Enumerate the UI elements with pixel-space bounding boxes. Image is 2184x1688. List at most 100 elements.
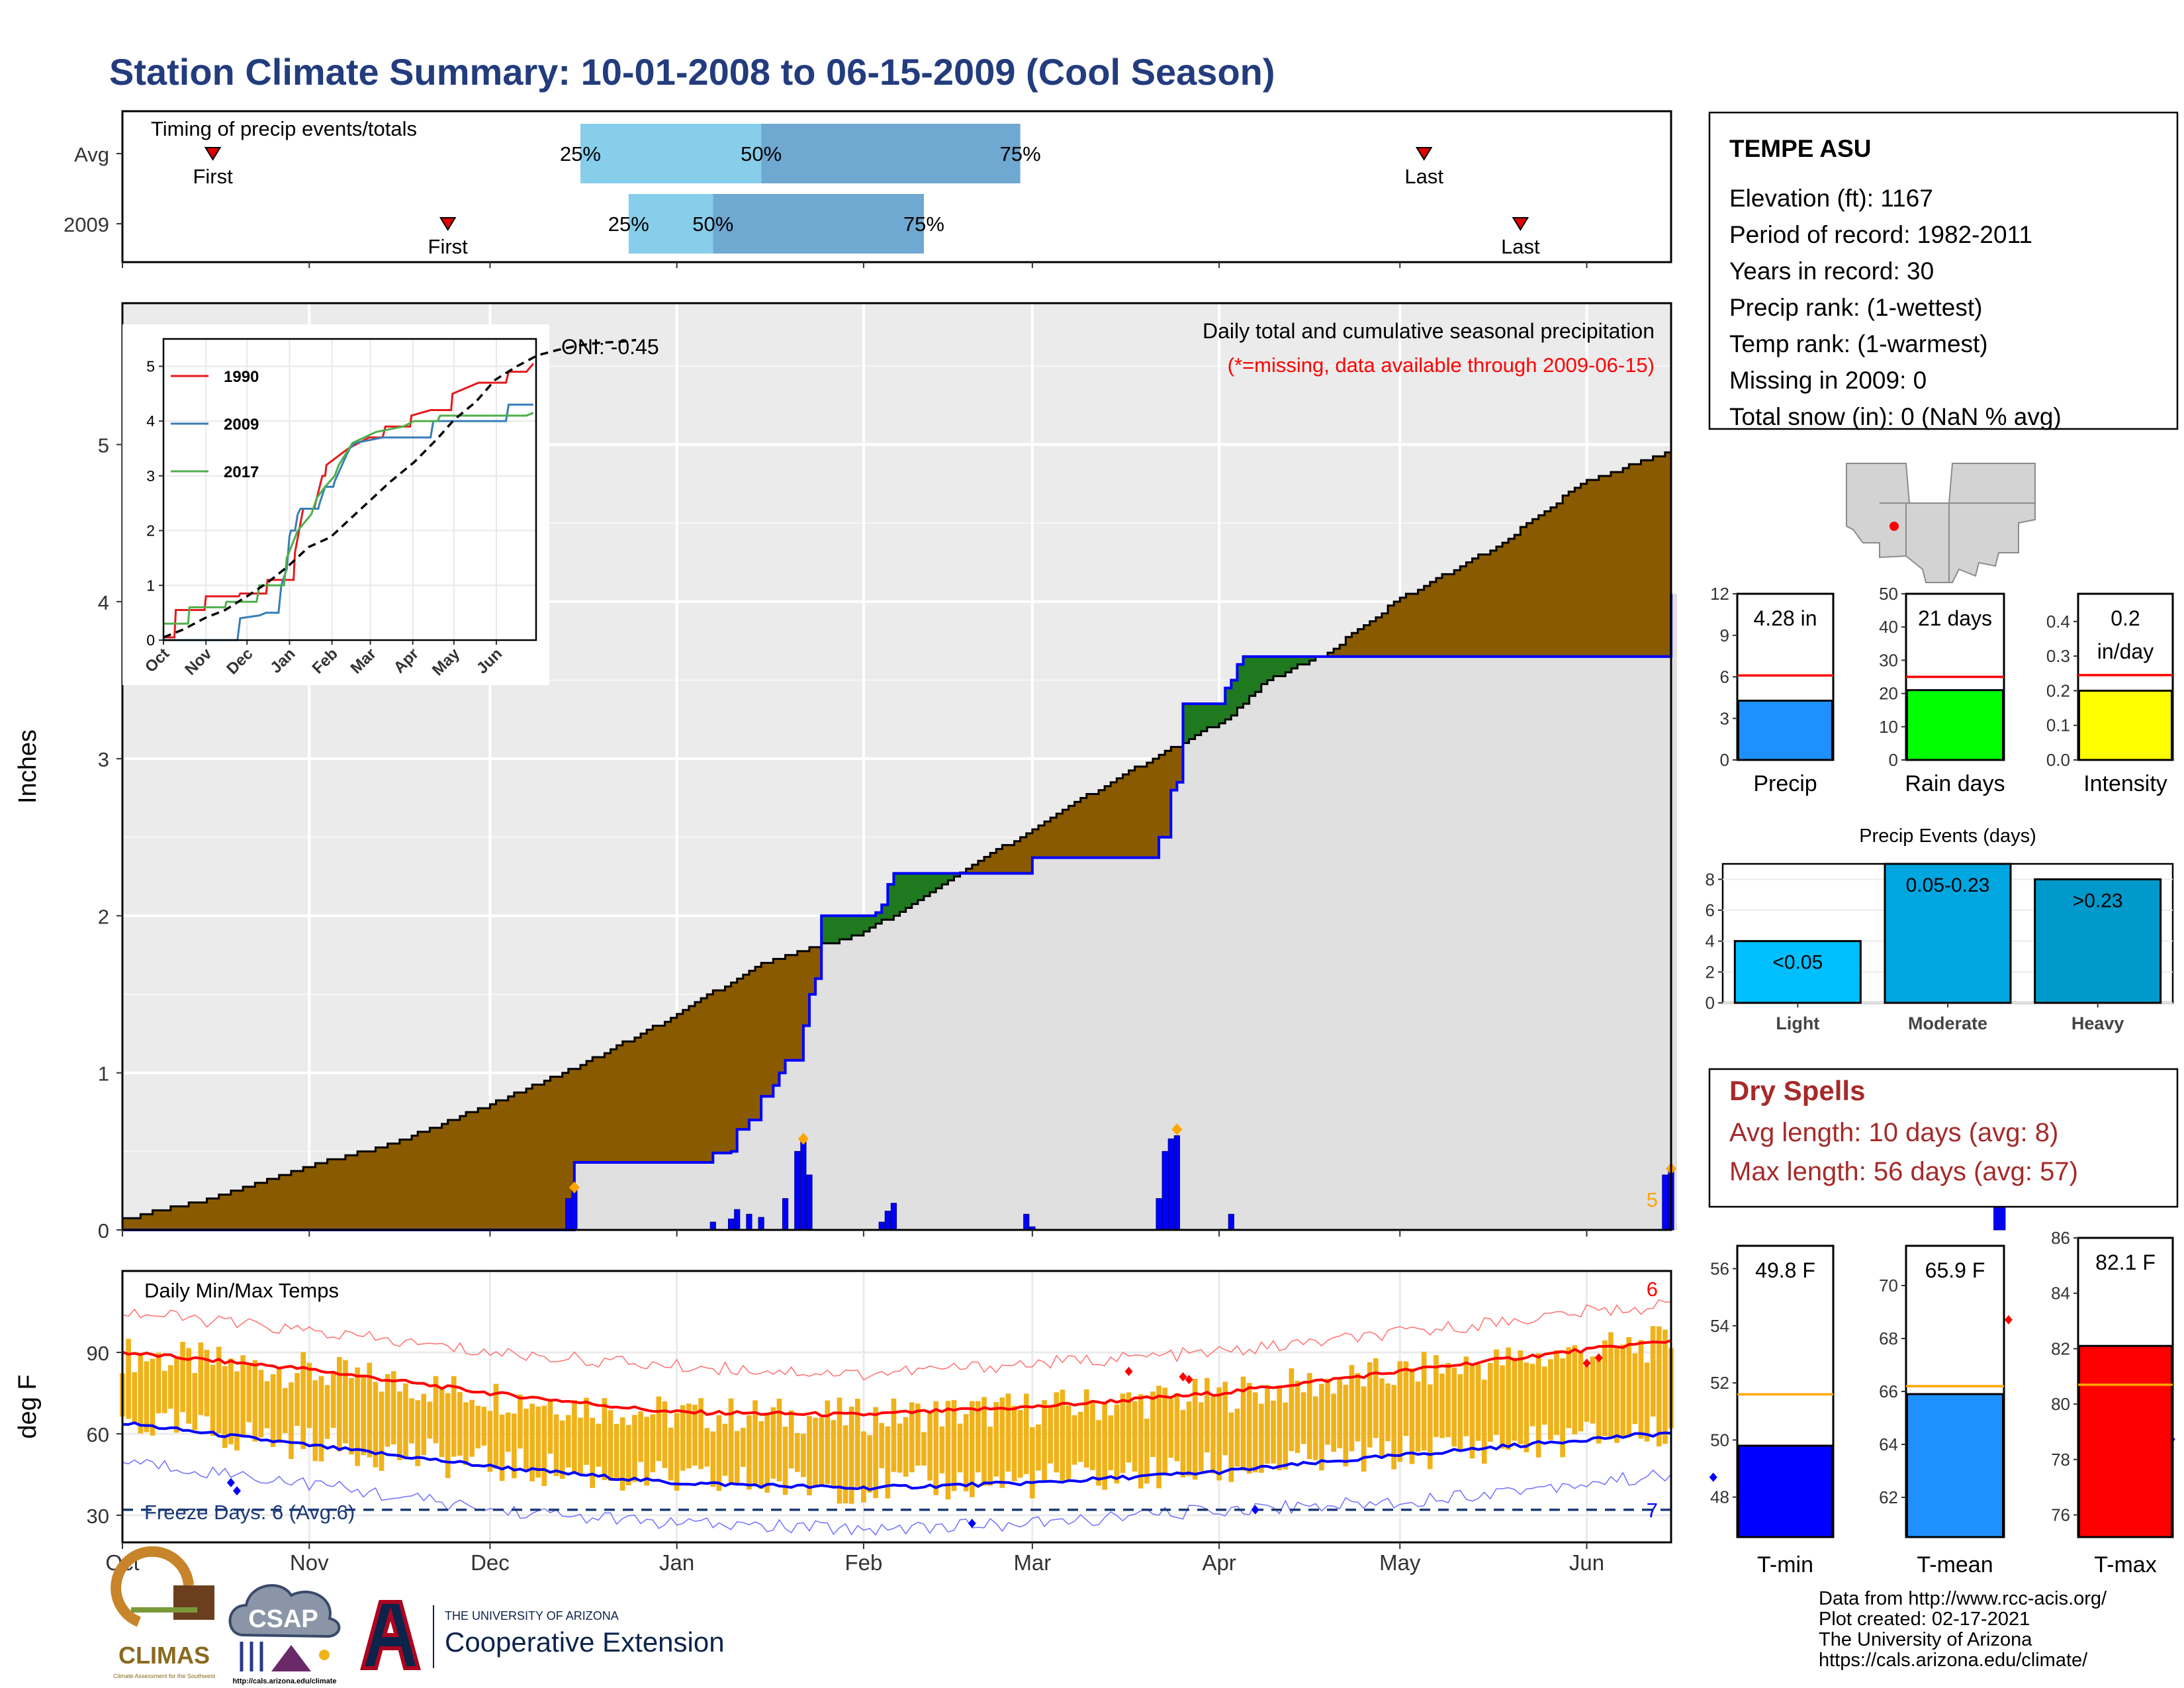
summary-raindays-y-tick-label: 40 [1879, 617, 1898, 637]
record-high-marker [1179, 1372, 1187, 1382]
daily-temp-bar [909, 1402, 915, 1473]
daily-temp-bar [1445, 1362, 1451, 1438]
daily-temp-bar [1506, 1347, 1511, 1450]
daily-temp-bar [505, 1412, 511, 1452]
daily-temp-bar [831, 1420, 837, 1487]
footer: Data from http://www.rcc-acis.org/Plot c… [111, 1546, 2107, 1685]
daily-temp-bar [180, 1342, 185, 1413]
daily-temp-bar [1090, 1402, 1095, 1470]
daily-temp-bar [523, 1408, 529, 1470]
timing-p50-label: 50% [692, 212, 733, 236]
daily-temp-bar [1596, 1356, 1602, 1444]
daily-temp-bar [234, 1371, 240, 1451]
timing-first-marker [204, 147, 222, 161]
daily-temp-bar [1632, 1353, 1638, 1425]
daily-precip-bar [1167, 1138, 1174, 1231]
daily-temp-bar [903, 1417, 909, 1477]
daily-temp-bar [1590, 1356, 1596, 1424]
events-category-label: Moderate [1908, 1013, 1987, 1033]
daily-temp-bar [976, 1401, 981, 1473]
daily-temp-bar [204, 1350, 210, 1417]
daily-temp-bar [132, 1372, 138, 1423]
timing-row-label: Avg [74, 143, 109, 166]
daily-temp-bar [704, 1428, 710, 1467]
daily-temp-bar [945, 1401, 951, 1500]
daily-temp-bar [403, 1383, 408, 1460]
daily-temp-bar [427, 1401, 433, 1439]
csap-sun-icon [319, 1650, 330, 1660]
daily-temp-bar [1439, 1374, 1445, 1438]
summary-raindays-y-tick-label: 0 [1889, 750, 1898, 770]
daily-temp-bar [1060, 1389, 1066, 1481]
record-high-marker [1124, 1366, 1133, 1376]
daily-temp-bar [1566, 1347, 1572, 1429]
daily-temp-bar [1626, 1336, 1632, 1438]
daily-temp-bar [1457, 1374, 1463, 1452]
daily-temp-bar [168, 1365, 173, 1409]
month-label: Feb [844, 1550, 882, 1575]
daily-temp-bar [210, 1364, 216, 1436]
daily-temp-bar [324, 1385, 330, 1439]
record-min-line [122, 1459, 1672, 1536]
summary-raindays-value-bar [1906, 689, 2004, 761]
timing-first-label: First [428, 235, 469, 258]
daily-temp-bar [1054, 1392, 1060, 1473]
daily-temp-bar [1560, 1358, 1565, 1458]
daily-temp-bar [734, 1430, 740, 1485]
daily-temp-bar [813, 1417, 818, 1486]
month-label: Jun [1569, 1550, 1604, 1575]
daily-temp-bar [584, 1397, 589, 1465]
daily-temp-bar [1295, 1380, 1300, 1453]
daily-temp-bar [590, 1417, 596, 1488]
temp-y-tick-label: 60 [87, 1423, 109, 1446]
timing-bar-25-50 [628, 194, 713, 254]
daily-temp-bar [1283, 1402, 1289, 1470]
daily-temp-bar [1042, 1400, 1047, 1483]
daily-precip-bar [878, 1221, 885, 1231]
daily-temp-bar [222, 1366, 228, 1448]
dry-spells-max: Max length: 56 days (avg: 57) [1729, 1157, 2078, 1186]
map-region-shape [1846, 463, 2036, 583]
daily-temp-bar [1312, 1396, 1318, 1460]
station-info-line: Temp rank: (1-warmest) [1729, 330, 1988, 357]
daily-temp-bar [993, 1401, 999, 1477]
daily-temp-bar [674, 1413, 680, 1491]
climas-swirl-icon [111, 1546, 194, 1627]
daily-temp-bar [518, 1394, 523, 1449]
daily-temp-bar [1102, 1403, 1107, 1490]
daily-temp-bar [1529, 1364, 1535, 1427]
inset-y-tick-label: 5 [146, 357, 155, 375]
daily-temp-bar [1144, 1419, 1150, 1484]
csap-cloud-icon [228, 1584, 341, 1638]
daily-temp-bar [535, 1406, 541, 1478]
daily-temp-bar [1488, 1362, 1493, 1442]
daily-temp-bar [361, 1374, 367, 1456]
csap-url: http://cals.arizona.edu/climate [232, 1677, 336, 1685]
daily-temp-bar [650, 1414, 656, 1473]
daily-temp-bar [848, 1406, 854, 1504]
climas-block-icon [173, 1585, 214, 1620]
daily-temp-bar [873, 1407, 878, 1499]
daily-precip-bar [565, 1198, 572, 1231]
temp-summary-tmin-y-tick-label: 50 [1710, 1430, 1729, 1450]
record-low-marker [968, 1519, 976, 1528]
temp-ylabel: deg F [14, 1374, 42, 1438]
station-location-dot [1889, 522, 1899, 531]
temp-summary-tmin: 48 50 52 54 56 49.8 F T-min [1710, 1244, 1835, 1577]
daily-temp-bar [240, 1355, 246, 1438]
daily-temp-bar [854, 1398, 860, 1487]
daily-temp-bar [747, 1415, 752, 1490]
daily-precip-bar [571, 1188, 578, 1231]
temp-summary-tmin-y-tick-label: 54 [1710, 1316, 1729, 1336]
daily-temp-bar [686, 1403, 692, 1469]
daily-temp-bar [692, 1405, 698, 1466]
temp-summary-tmean-y-tick-label: 62 [1879, 1487, 1898, 1507]
daily-temp-bar [192, 1373, 198, 1430]
daily-temp-bar [1216, 1387, 1222, 1481]
daily-temp-bar [1036, 1424, 1041, 1471]
daily-temp-bar [1108, 1415, 1114, 1470]
record-high-marker [2004, 1315, 2013, 1325]
daily-temp-bar [981, 1397, 987, 1486]
daily-temp-bar [445, 1393, 451, 1478]
daily-temp-bar [1656, 1326, 1662, 1447]
